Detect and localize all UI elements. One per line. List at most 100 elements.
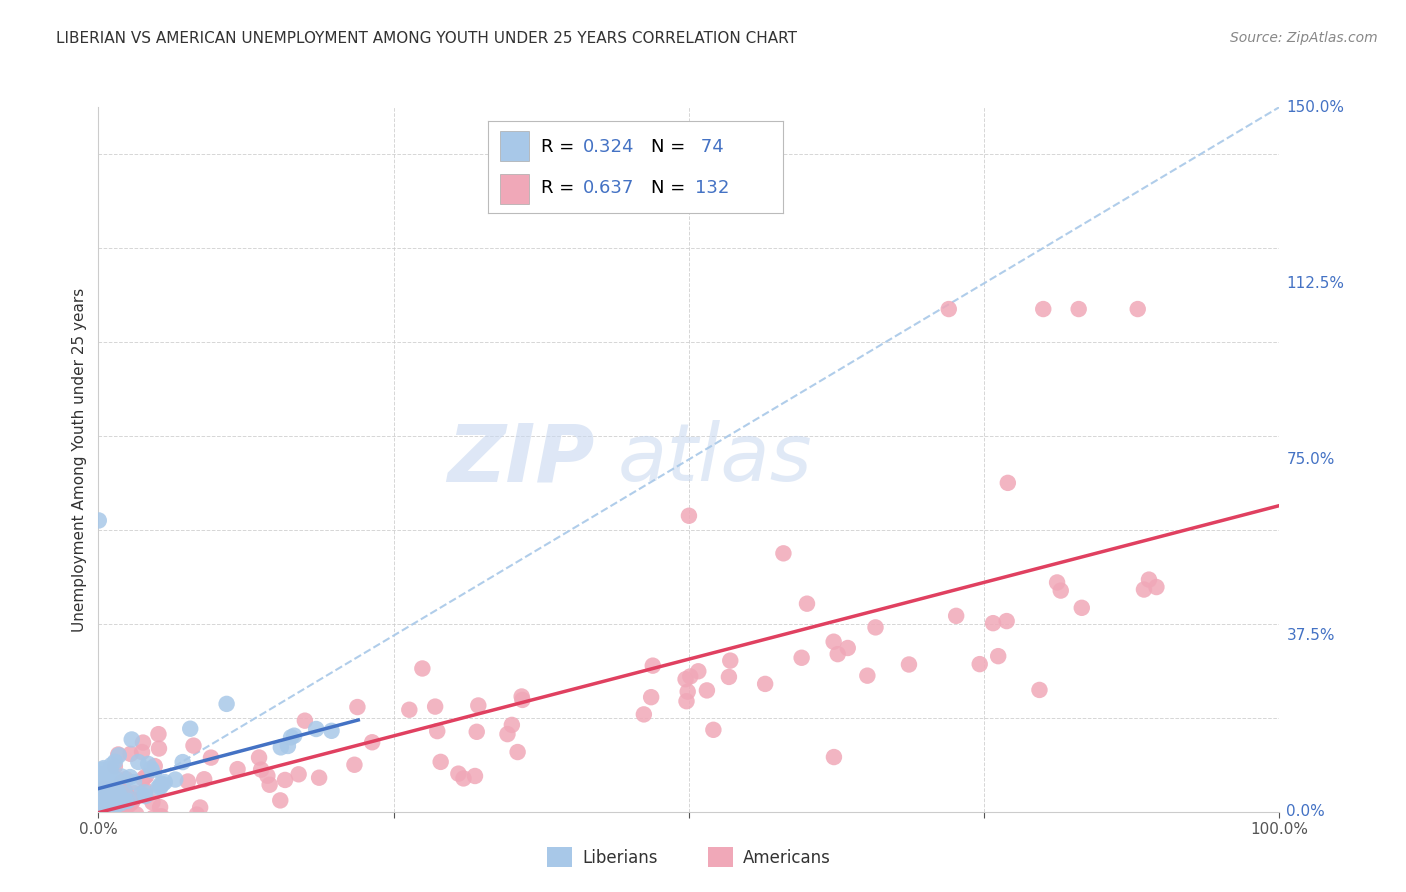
Point — [120, 770, 142, 784]
Point — [93, 789, 115, 803]
Point — [361, 735, 384, 749]
Point — [172, 755, 194, 769]
Point — [247, 750, 270, 764]
Point — [118, 794, 141, 808]
Point — [447, 766, 470, 780]
Point — [112, 814, 135, 829]
Point — [105, 782, 128, 797]
Point — [89, 767, 111, 781]
Point — [200, 750, 222, 764]
Point — [148, 727, 170, 741]
Point — [678, 508, 700, 523]
Point — [104, 755, 127, 769]
Point — [132, 772, 155, 786]
Text: R =: R = — [541, 179, 581, 197]
Point — [865, 620, 887, 634]
Text: 0.0%: 0.0% — [1286, 805, 1326, 819]
Point — [429, 755, 451, 769]
Point — [287, 767, 309, 781]
Point — [152, 777, 174, 791]
Point — [696, 683, 718, 698]
Text: 0.637: 0.637 — [582, 179, 634, 197]
Point — [121, 732, 143, 747]
Point — [827, 647, 849, 661]
Point — [96, 791, 118, 805]
Point — [120, 747, 142, 761]
Point — [132, 735, 155, 749]
Point — [165, 772, 187, 787]
Point — [114, 805, 136, 820]
Point — [91, 801, 114, 815]
Point — [91, 763, 114, 777]
Point — [1032, 301, 1054, 316]
Point — [108, 748, 131, 763]
Point — [105, 813, 128, 827]
Point — [100, 758, 122, 772]
Point — [129, 787, 152, 801]
Point — [101, 806, 124, 821]
Point — [148, 809, 170, 823]
Bar — [501, 174, 530, 203]
Point — [103, 799, 125, 814]
Point — [321, 723, 343, 738]
Text: Source: ZipAtlas.com: Source: ZipAtlas.com — [1230, 31, 1378, 45]
Point — [226, 762, 249, 776]
Point — [104, 813, 127, 827]
Point — [107, 797, 129, 812]
Point — [215, 697, 238, 711]
Point — [103, 792, 125, 806]
Point — [143, 759, 166, 773]
Point — [90, 788, 112, 802]
Point — [856, 668, 879, 682]
Point — [122, 814, 145, 829]
Text: 37.5%: 37.5% — [1286, 628, 1334, 643]
Point — [94, 772, 117, 786]
Point — [89, 801, 111, 815]
Point — [1137, 573, 1160, 587]
Point — [114, 786, 136, 800]
Point — [141, 763, 163, 777]
Point — [127, 755, 149, 769]
Point — [177, 774, 200, 789]
Point — [426, 724, 449, 739]
Point — [1046, 575, 1069, 590]
Point — [1049, 583, 1071, 598]
Point — [280, 731, 302, 745]
Point — [89, 794, 111, 808]
Point — [188, 800, 211, 814]
Point — [121, 795, 143, 809]
Point — [101, 793, 124, 807]
Point — [96, 779, 118, 793]
Point — [676, 684, 699, 698]
Point — [98, 798, 121, 813]
Point — [1028, 682, 1050, 697]
Point — [97, 771, 120, 785]
Point — [97, 774, 120, 789]
Point — [89, 787, 111, 801]
Point — [93, 761, 115, 775]
Point — [122, 793, 145, 807]
Point — [122, 786, 145, 800]
Point — [512, 693, 534, 707]
Point — [104, 798, 127, 813]
Point — [772, 546, 794, 560]
Bar — [501, 131, 530, 161]
Point — [193, 772, 215, 787]
Point — [148, 741, 170, 756]
Point — [125, 807, 148, 822]
Point — [93, 797, 115, 812]
Point — [465, 724, 488, 739]
Point — [114, 806, 136, 821]
Point — [112, 814, 135, 829]
Point — [153, 775, 176, 789]
Point — [423, 699, 446, 714]
Point — [398, 703, 420, 717]
Point — [98, 801, 121, 815]
Point — [179, 722, 201, 736]
Point — [224, 814, 246, 829]
Text: 75.0%: 75.0% — [1286, 452, 1334, 467]
Point — [91, 785, 114, 799]
Text: N =: N = — [651, 179, 690, 197]
Point — [134, 789, 156, 803]
Point — [135, 769, 157, 783]
